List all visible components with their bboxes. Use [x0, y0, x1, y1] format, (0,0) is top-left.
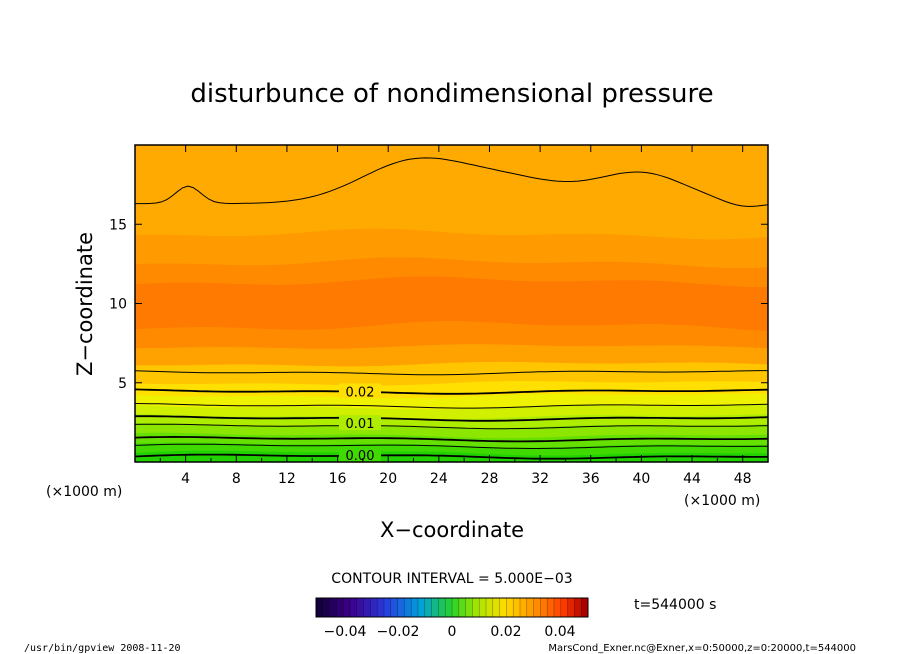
colorbar-cell — [574, 598, 582, 617]
colorbar-cell — [452, 598, 460, 617]
colorbar-cell — [370, 598, 378, 617]
y-tick-label: 10 — [109, 297, 127, 313]
colorbar-cell — [316, 598, 324, 617]
colorbar-cell — [458, 598, 467, 617]
colorbar-cell — [486, 598, 494, 617]
colorbar-tick-label: 0.04 — [544, 624, 575, 640]
y-axis-title: Z−coordinate — [73, 232, 97, 376]
colorbar-cell — [513, 598, 521, 617]
colorbar-cell — [499, 598, 507, 617]
colorbar-cell — [329, 598, 337, 617]
colorbar-cell — [404, 598, 412, 617]
x-tick-label: 40 — [632, 471, 650, 487]
colorbar-tick-label: 0 — [448, 624, 457, 640]
contour-label-bg — [339, 383, 381, 399]
footer-right: MarsCond_Exner.nc@Exner,x=0:50000,z=0:20… — [548, 643, 856, 654]
colorbar-cell — [581, 598, 589, 617]
colorbar-cell — [526, 598, 535, 617]
colorbar-cell — [554, 598, 562, 617]
x-tick-label: 8 — [232, 471, 241, 487]
contour-label: 0.00 — [346, 449, 375, 464]
colorbar-cell — [343, 598, 351, 617]
chart-title: disturbunce of nondimensional pressure — [190, 79, 713, 109]
colorbar-cell — [506, 598, 514, 617]
time-label: t=544000 s — [634, 597, 716, 613]
colorbar-cell — [363, 598, 371, 617]
colorbar-cell — [397, 598, 405, 617]
contour-line — [134, 388, 769, 395]
x-tick-label: 12 — [278, 471, 296, 487]
color-band — [134, 144, 769, 240]
x-tick-label: 36 — [582, 471, 600, 487]
colorbar-cell — [445, 598, 453, 617]
x-tick-label: 48 — [734, 471, 752, 487]
color-band — [134, 361, 769, 386]
colorbar-cell — [424, 598, 433, 617]
contour-interval-label: CONTOUR INTERVAL = 5.000E−03 — [331, 571, 572, 587]
contour-line — [134, 370, 768, 376]
x-tick-label: 44 — [683, 471, 701, 487]
contour-label-bg — [339, 446, 381, 462]
colorbar-cell — [533, 598, 541, 617]
colorbar-cell — [472, 598, 480, 617]
colorbar-cell — [384, 598, 392, 617]
contour-line — [134, 403, 769, 409]
colorbar-cell — [479, 598, 487, 617]
colorbar-ticks: −0.04 −0.02 0 0.02 0.04 — [324, 624, 576, 640]
contour-line — [134, 443, 769, 449]
colorbar-cell — [411, 598, 419, 617]
colorbar-tick-label: −0.02 — [377, 624, 420, 640]
contour-line — [134, 435, 769, 443]
y-tick-label: 15 — [109, 217, 127, 233]
colorbar-cell — [520, 598, 528, 617]
colorbar-cell — [567, 598, 575, 617]
x-tick-label: 20 — [379, 471, 397, 487]
colorbar-cell — [540, 598, 548, 617]
x-tick-label: 24 — [430, 471, 448, 487]
contour-labels: 0.02 0.01 0.00 — [339, 383, 381, 464]
x-unit-label: (×1000 m) — [684, 493, 760, 509]
contour-line — [134, 453, 769, 460]
colorbar-frame — [315, 597, 589, 618]
colorbar-tick-label: −0.04 — [324, 624, 367, 640]
colorbar-cell — [322, 598, 331, 617]
colorbar-tick-label: 0.02 — [490, 624, 521, 640]
contour-line — [134, 423, 769, 430]
contour-label: 0.01 — [346, 417, 375, 432]
x-ticks: 4 8 12 16 20 24 28 32 36 40 44 48 — [159, 145, 752, 487]
colorbar-cell — [390, 598, 399, 617]
colorbar-cell — [377, 598, 385, 617]
x-axis-title: X−coordinate — [380, 518, 524, 542]
colorbar-cell — [438, 598, 446, 617]
color-bands — [134, 144, 769, 463]
colorbar-cell — [418, 598, 426, 617]
x-tick-label: 28 — [481, 471, 499, 487]
colorbar-cell — [465, 598, 473, 617]
x-tick-label: 32 — [531, 471, 549, 487]
colorbar-cell — [560, 598, 569, 617]
colorbar-cell — [492, 598, 501, 617]
contour-label: 0.02 — [346, 385, 375, 400]
contour-line — [135, 157, 769, 207]
y-unit-label: (×1000 m) — [46, 484, 122, 500]
plot-area: 0.020.010.00 4 8 12 16 20 24 28 32 36 40 44 48 5101… — [109, 144, 769, 487]
x-tick-label: 16 — [329, 471, 347, 487]
x-tick-label: 4 — [181, 471, 190, 487]
colorbar-cell — [547, 598, 555, 617]
contour-lines — [134, 157, 769, 460]
colorbar-cell — [350, 598, 358, 617]
contour-label-bg — [339, 415, 381, 431]
y-tick-label: 5 — [118, 376, 127, 392]
colorbar — [315, 597, 589, 618]
contour-line — [135, 415, 769, 422]
y-ticks: 5 10 15 — [109, 217, 768, 392]
colorbar-cell — [356, 598, 365, 617]
colorbar-cell — [431, 598, 439, 617]
footer-left: /usr/bin/gpview 2008-11-20 — [24, 643, 181, 654]
colorbar-cell — [336, 598, 344, 617]
